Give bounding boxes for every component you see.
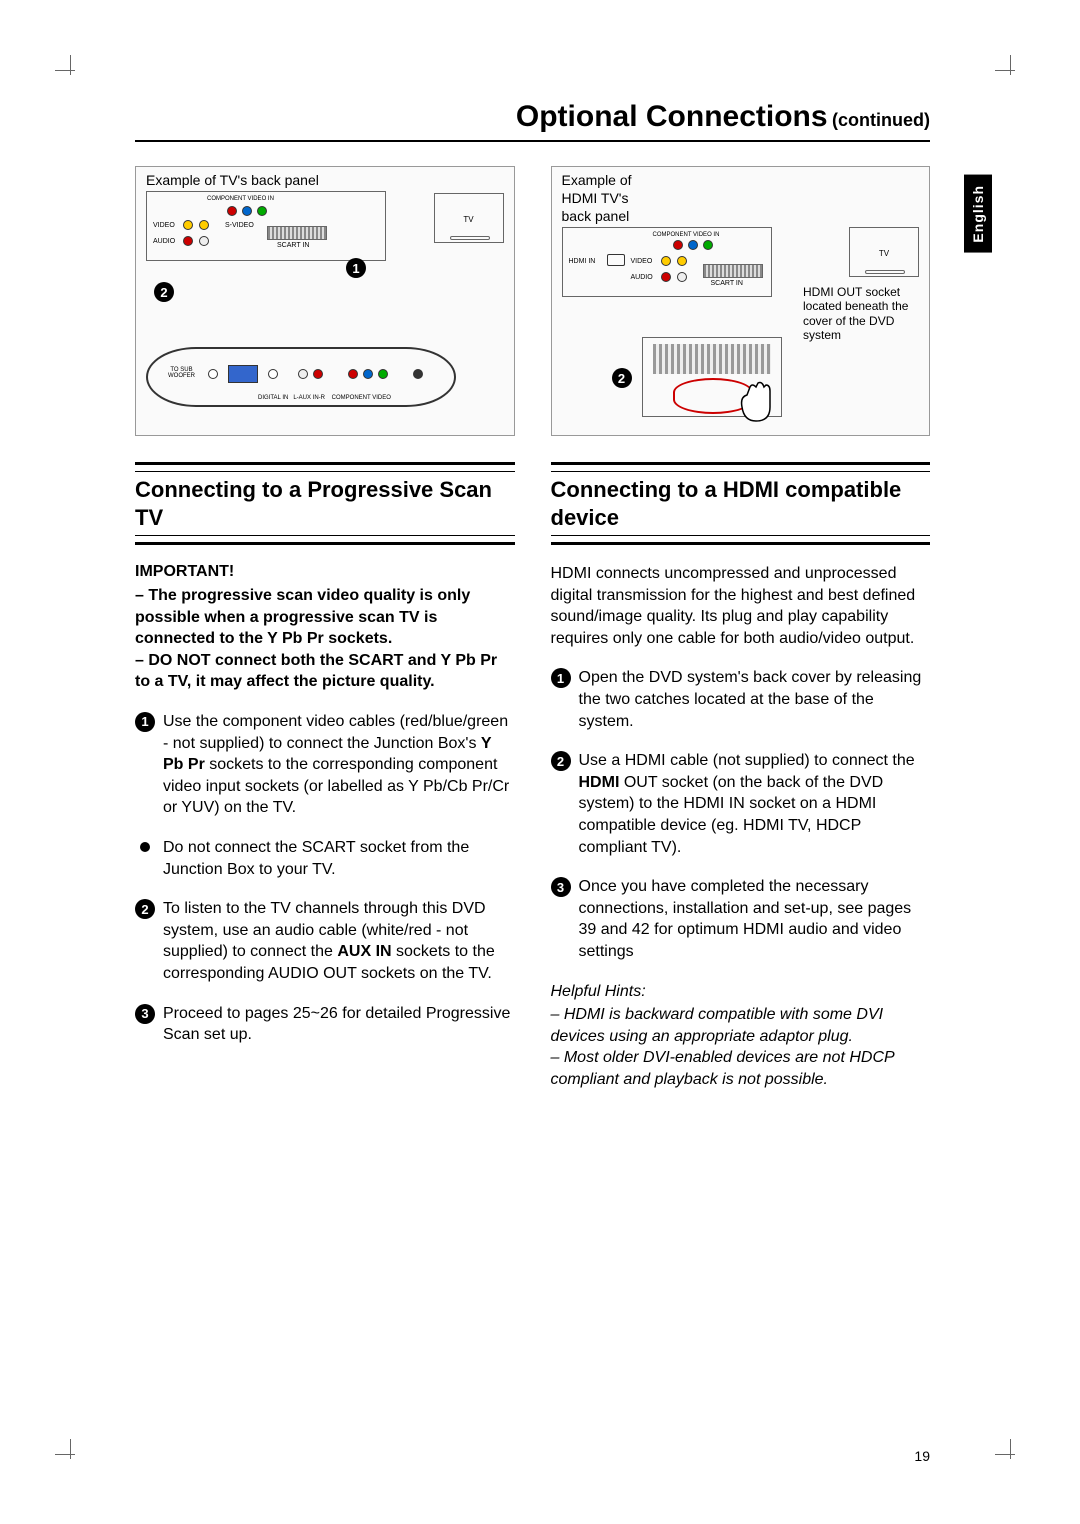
right-diagram: Example of HDMI TV's back panel COMPONEN… <box>551 166 931 436</box>
step-bullet <box>135 838 155 880</box>
tv-panel: COMPONENT VIDEO IN VIDEO AUDIO S-VIDEO S… <box>146 191 386 261</box>
title-main: Optional Connections <box>516 100 828 133</box>
step-text: Use a HDMI cable (not supplied) to conne… <box>579 750 931 858</box>
language-tab: English <box>964 175 992 253</box>
page-number: 19 <box>914 1448 930 1464</box>
step: 2 Use a HDMI cable (not supplied) to conn… <box>551 750 931 858</box>
tv-icon: TV <box>434 193 504 243</box>
step-bullet: 1 <box>135 712 155 732</box>
left-heading: Connecting to a Progressive Scan TV <box>135 462 515 545</box>
step-text: Proceed to pages 25~26 for detailed Prog… <box>163 1003 515 1046</box>
right-column: Example of HDMI TV's back panel COMPONEN… <box>551 166 931 1090</box>
left-diagram-caption: Example of TV's back panel <box>146 171 319 189</box>
left-column: Example of TV's back panel COMPONENT VID… <box>135 166 515 1090</box>
important-body: – The progressive scan video quality is … <box>135 585 515 693</box>
page-title: Optional Connections (continued) <box>135 100 930 142</box>
hdmi-tv-panel: COMPONENT VIDEO IN HDMI IN VIDEO AUDIO S… <box>562 227 772 297</box>
step-bullet: 3 <box>135 1004 155 1024</box>
right-diagram-caption: Example of HDMI TV's back panel <box>562 171 652 226</box>
crop-mark <box>55 55 85 85</box>
crop-mark <box>995 55 1025 85</box>
tv-icon: TV <box>849 227 919 277</box>
step-text: Open the DVD system's back cover by rele… <box>579 667 931 732</box>
step: 3 Proceed to pages 25~26 for detailed Pro… <box>135 1003 515 1046</box>
right-intro: HDMI connects uncompressed and unprocess… <box>551 563 931 649</box>
important-label: IMPORTANT! <box>135 563 515 581</box>
right-heading: Connecting to a HDMI compatible device <box>551 462 931 545</box>
step-text: Use the component video cables (red/blue… <box>163 711 515 819</box>
step: Do not connect the SCART socket from the… <box>135 837 515 880</box>
step: 1 Open the DVD system's back cover by rel… <box>551 667 931 732</box>
step-bullet: 2 <box>135 899 155 919</box>
left-diagram: Example of TV's back panel COMPONENT VID… <box>135 166 515 436</box>
crop-mark <box>55 1439 85 1469</box>
hints: Helpful Hints: – HDMI is backward compat… <box>551 981 931 1091</box>
hints-body: – HDMI is backward compatible with some … <box>551 1004 931 1090</box>
step: 3 Once you have completed the necessary c… <box>551 876 931 962</box>
left-heading-text: Connecting to a Progressive Scan TV <box>135 471 515 536</box>
dvd-unit: TO SUBWOOFER DIGITAL IN L-AUX IN-R COMPO… <box>146 347 456 407</box>
step-text: To listen to the TV channels through thi… <box>163 898 515 984</box>
title-sub: (continued) <box>832 110 930 130</box>
step-bullet: 2 <box>551 751 571 771</box>
step-text: Once you have completed the necessary co… <box>579 876 931 962</box>
step: 2 To listen to the TV channels through th… <box>135 898 515 984</box>
step-text: Do not connect the SCART socket from the… <box>163 837 515 880</box>
step-bullet: 3 <box>551 877 571 897</box>
right-heading-text: Connecting to a HDMI compatible device <box>551 471 931 536</box>
step-bullet: 1 <box>551 668 571 688</box>
crop-mark <box>995 1439 1025 1469</box>
hand-icon <box>732 377 782 427</box>
hints-title: Helpful Hints: <box>551 981 931 1003</box>
hdmi-note: HDMI OUT socket located beneath the cove… <box>803 285 923 343</box>
step: 1 Use the component video cables (red/blu… <box>135 711 515 819</box>
